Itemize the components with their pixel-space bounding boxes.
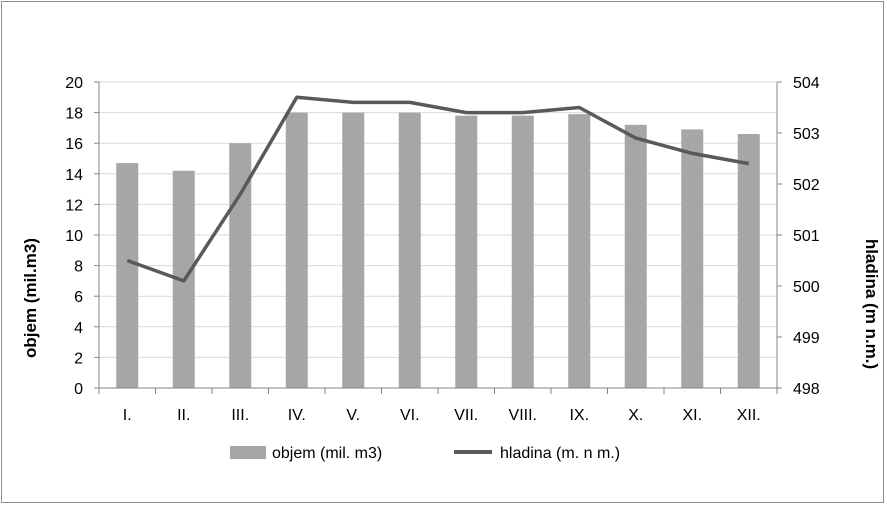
legend-bar-swatch [230, 446, 266, 459]
bar [568, 114, 591, 388]
legend-bar-label: objem (mil. m3) [272, 445, 382, 462]
bar [737, 134, 760, 388]
axes [94, 81, 782, 394]
x-tick-label: IX. [569, 407, 589, 424]
left-axis-ticks: 0 2 4 6 8 10 12 14 16 18 20 [65, 75, 83, 398]
legend-line-label: hladina (m. n m.) [500, 445, 620, 462]
left-tick-label: 8 [74, 259, 83, 276]
right-tick-label: 499 [793, 330, 820, 347]
x-tick-label: X. [628, 407, 643, 424]
bar [398, 112, 421, 388]
bar [342, 112, 365, 388]
x-tick-label: VI. [400, 407, 420, 424]
right-tick-label: 500 [793, 279, 820, 296]
right-axis-title: hladina (m n.m.) [862, 239, 881, 369]
x-tick-label: V. [346, 407, 360, 424]
legend: objem (mil. m3) hladina (m. n m.) [230, 445, 620, 462]
x-tick-label: XI. [682, 407, 702, 424]
right-tick-label: 503 [793, 126, 820, 143]
bar [624, 124, 647, 388]
right-axis-ticks: 498 499 500 501 502 503 504 [793, 75, 820, 398]
x-tick-label: VIII. [509, 407, 537, 424]
bar [681, 129, 704, 388]
line-path [126, 95, 750, 283]
x-tick-label: IV. [288, 407, 306, 424]
left-tick-label: 14 [65, 167, 83, 184]
bar [285, 112, 308, 388]
gridlines [99, 81, 777, 358]
right-tick-label: 502 [793, 177, 820, 194]
bar [116, 163, 139, 388]
x-tick-label: I. [123, 407, 132, 424]
x-axis-ticks: I. II. III. IV. V. VI. VII. VIII. IX. X. XI. XII. [123, 407, 761, 424]
line-series [126, 95, 750, 283]
bar [455, 115, 478, 388]
left-tick-label: 20 [65, 75, 83, 92]
right-tick-label: 498 [793, 381, 820, 398]
x-tick-label: VII. [454, 407, 478, 424]
left-tick-label: 4 [74, 320, 83, 337]
left-axis-title: objem (mil.m3) [21, 238, 40, 358]
x-tick-label: II. [177, 407, 190, 424]
x-tick-label: III. [231, 407, 249, 424]
left-tick-label: 2 [74, 350, 83, 367]
left-tick-label: 6 [74, 289, 83, 306]
x-tick-label: XII. [737, 407, 761, 424]
left-tick-label: 18 [65, 106, 83, 123]
left-tick-label: 10 [65, 228, 83, 245]
right-tick-label: 501 [793, 228, 820, 245]
left-tick-label: 16 [65, 136, 83, 153]
bar-series [116, 112, 760, 388]
bar [511, 115, 534, 388]
left-tick-label: 0 [74, 381, 83, 398]
right-tick-label: 504 [793, 75, 820, 92]
left-tick-label: 12 [65, 197, 83, 214]
